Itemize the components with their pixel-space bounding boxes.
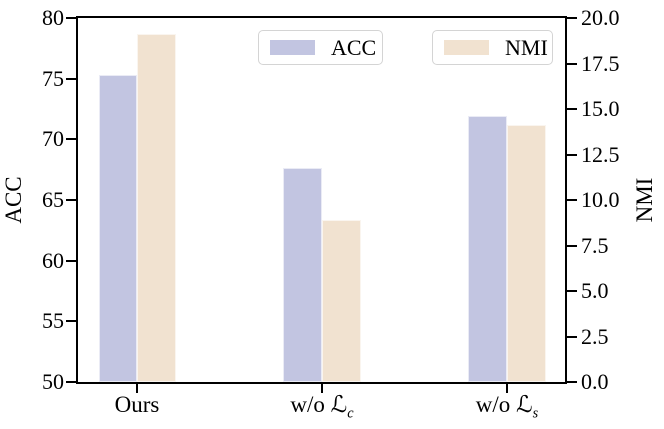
loss-symbol: ℒ <box>330 392 348 418</box>
loss-subscript: s <box>532 405 539 422</box>
right-tick-mark <box>567 290 577 292</box>
legend-acc: ACC <box>258 30 383 65</box>
legend-nmi-swatch <box>444 40 489 55</box>
right-tick-mark <box>567 244 577 247</box>
left-axis-title: ACC <box>1 176 26 224</box>
bar-acc-1 <box>283 168 322 382</box>
right-axis-title: NMI <box>632 177 657 223</box>
legend-acc-label: ACC <box>331 35 377 60</box>
x-tick-mark <box>320 384 323 393</box>
left-tick-label: 80 <box>42 5 64 30</box>
bar-nmi-1 <box>321 220 361 382</box>
right-tick-label: 0.0 <box>581 369 609 394</box>
right-tick-label: 15.0 <box>581 96 620 121</box>
right-tick-label: 2.5 <box>581 323 609 349</box>
right-tick-mark <box>567 153 577 156</box>
left-tick-label: 60 <box>42 247 64 273</box>
x-tick-mark <box>136 384 139 393</box>
bar-nmi-2 <box>506 125 546 382</box>
right-tick-label: 10.0 <box>581 187 620 212</box>
left-tick-label: 65 <box>42 187 64 212</box>
right-tick-mark <box>567 381 577 383</box>
left-tick-mark <box>66 138 76 141</box>
right-tick-mark <box>567 108 577 110</box>
left-tick-label: 50 <box>42 369 64 394</box>
legend-nmi: NMI <box>432 30 553 65</box>
right-tick-label: 7.5 <box>581 232 609 258</box>
left-tick-label: 70 <box>42 126 64 152</box>
right-tick-mark <box>567 335 577 338</box>
plot-area: ACC NMI <box>76 16 567 384</box>
right-tick-label: 20.0 <box>581 5 620 30</box>
loss-subscript: c <box>347 405 354 422</box>
bar-acc-2 <box>468 116 507 382</box>
loss-symbol: ℒ <box>516 392 533 418</box>
left-tick-mark <box>66 199 76 201</box>
left-tick-mark <box>66 77 76 80</box>
x-tick-mark <box>505 384 508 393</box>
right-tick-mark <box>567 199 577 201</box>
right-tick-label: 17.5 <box>581 50 620 76</box>
left-tick-label: 55 <box>42 308 64 334</box>
bar-nmi-0 <box>137 34 176 382</box>
x-tick-label-1: w/o ℒc <box>290 392 354 422</box>
x-tick-label-0: Ours <box>114 392 160 417</box>
left-tick-mark <box>66 381 76 383</box>
right-tick-label: 5.0 <box>581 278 609 303</box>
right-tick-label: 12.5 <box>581 141 620 167</box>
right-tick-mark <box>567 62 577 65</box>
legend-acc-swatch <box>270 40 315 55</box>
left-tick-mark <box>66 320 76 323</box>
left-tick-label: 75 <box>42 65 64 91</box>
left-tick-mark <box>66 17 76 19</box>
right-tick-mark <box>567 17 577 19</box>
legend-nmi-label: NMI <box>505 35 548 60</box>
bar-acc-0 <box>98 75 138 382</box>
x-tick-label-2: w/o ℒs <box>475 392 539 422</box>
left-tick-mark <box>66 259 76 262</box>
